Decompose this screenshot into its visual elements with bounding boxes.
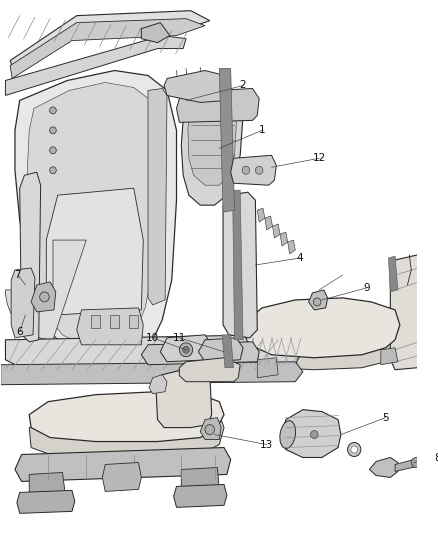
Polygon shape [164, 70, 231, 102]
Polygon shape [31, 282, 56, 312]
Polygon shape [244, 298, 400, 358]
Text: 4: 4 [297, 253, 304, 263]
Circle shape [40, 292, 49, 302]
Polygon shape [29, 472, 65, 497]
Polygon shape [29, 392, 224, 441]
Circle shape [205, 425, 215, 434]
Polygon shape [149, 375, 167, 394]
Polygon shape [5, 36, 186, 95]
Polygon shape [257, 208, 265, 222]
Polygon shape [223, 192, 257, 338]
Polygon shape [244, 328, 400, 370]
Polygon shape [272, 224, 280, 238]
Circle shape [255, 166, 263, 174]
Polygon shape [281, 410, 341, 457]
Circle shape [49, 107, 57, 114]
Polygon shape [10, 11, 210, 76]
Polygon shape [141, 22, 170, 43]
Text: 7: 7 [14, 270, 21, 280]
Polygon shape [390, 255, 424, 370]
Text: 12: 12 [312, 154, 326, 163]
Text: 5: 5 [382, 413, 389, 423]
Polygon shape [160, 335, 212, 362]
Circle shape [411, 457, 421, 467]
Polygon shape [11, 268, 35, 338]
Text: 2: 2 [240, 80, 246, 91]
Polygon shape [231, 155, 276, 185]
Polygon shape [198, 338, 243, 362]
Text: 13: 13 [260, 440, 273, 449]
Text: 10: 10 [146, 333, 159, 343]
Polygon shape [179, 358, 240, 382]
Polygon shape [309, 290, 328, 310]
Polygon shape [173, 484, 227, 507]
Polygon shape [20, 172, 41, 342]
Polygon shape [233, 190, 243, 340]
Polygon shape [219, 69, 234, 212]
Circle shape [179, 343, 193, 357]
Polygon shape [15, 448, 231, 481]
Text: 9: 9 [363, 283, 370, 293]
Circle shape [162, 348, 172, 358]
Polygon shape [257, 358, 278, 378]
Polygon shape [389, 256, 398, 292]
Circle shape [49, 167, 57, 174]
Circle shape [229, 348, 238, 358]
Polygon shape [27, 83, 158, 344]
Polygon shape [10, 19, 205, 78]
Text: 11: 11 [173, 333, 186, 343]
Circle shape [195, 348, 205, 358]
Polygon shape [5, 335, 300, 372]
Circle shape [311, 431, 318, 439]
Ellipse shape [348, 442, 361, 456]
Polygon shape [381, 348, 398, 365]
Polygon shape [181, 92, 243, 205]
Ellipse shape [351, 446, 357, 453]
Polygon shape [91, 315, 100, 328]
Text: 6: 6 [16, 327, 23, 337]
Ellipse shape [280, 421, 296, 448]
Circle shape [183, 346, 189, 353]
Polygon shape [280, 232, 288, 246]
Text: 8: 8 [434, 453, 438, 463]
Polygon shape [288, 240, 295, 254]
Polygon shape [110, 315, 120, 328]
Text: 1: 1 [259, 125, 265, 135]
Polygon shape [155, 368, 212, 427]
Polygon shape [1, 362, 303, 385]
Polygon shape [29, 415, 224, 459]
Polygon shape [265, 216, 272, 230]
Polygon shape [188, 100, 237, 185]
Polygon shape [141, 342, 259, 365]
Polygon shape [46, 188, 143, 315]
Circle shape [242, 166, 250, 174]
Polygon shape [177, 88, 259, 123]
Polygon shape [200, 417, 221, 440]
Polygon shape [181, 467, 219, 491]
Polygon shape [17, 490, 75, 513]
Polygon shape [148, 88, 167, 305]
Polygon shape [102, 463, 141, 491]
Polygon shape [395, 459, 417, 472]
Polygon shape [222, 335, 233, 368]
Circle shape [49, 127, 57, 134]
Polygon shape [5, 240, 86, 340]
Circle shape [49, 147, 57, 154]
Polygon shape [369, 457, 398, 478]
Circle shape [313, 298, 321, 306]
Polygon shape [15, 70, 177, 360]
Polygon shape [129, 315, 138, 328]
Polygon shape [77, 308, 143, 345]
